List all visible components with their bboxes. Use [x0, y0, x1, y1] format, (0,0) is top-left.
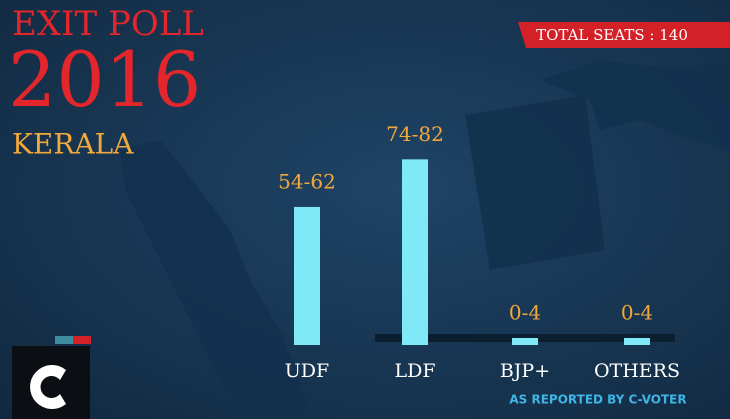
badge: TOTAL SEATS : 140	[536, 26, 688, 44]
bar	[624, 338, 650, 345]
x-tick-label: OTHERS	[594, 360, 680, 382]
value-label: 0-4	[509, 301, 541, 325]
ballot-paper	[465, 95, 605, 270]
year: 2016	[8, 35, 201, 124]
logo-accent	[55, 336, 73, 344]
logo-mark	[30, 365, 66, 409]
bar	[512, 338, 538, 345]
value-label: 0-4	[621, 301, 653, 325]
hand-shape	[540, 60, 730, 150]
value-label: 74-82	[386, 122, 444, 146]
x-tick-label: LDF	[394, 360, 435, 382]
bar	[294, 206, 320, 345]
region: KERALA	[12, 128, 134, 161]
kerala-map	[120, 140, 310, 419]
bar	[402, 159, 428, 345]
value-label: 54-62	[278, 169, 336, 193]
x-tick-label: UDF	[285, 360, 329, 382]
badge-bg	[518, 22, 730, 48]
chart-title: EXIT POLL	[12, 4, 204, 44]
logo-accent	[73, 336, 91, 344]
source: AS REPORTED BY C-VOTER	[509, 393, 686, 407]
x-tick-label: BJP+	[500, 360, 550, 382]
